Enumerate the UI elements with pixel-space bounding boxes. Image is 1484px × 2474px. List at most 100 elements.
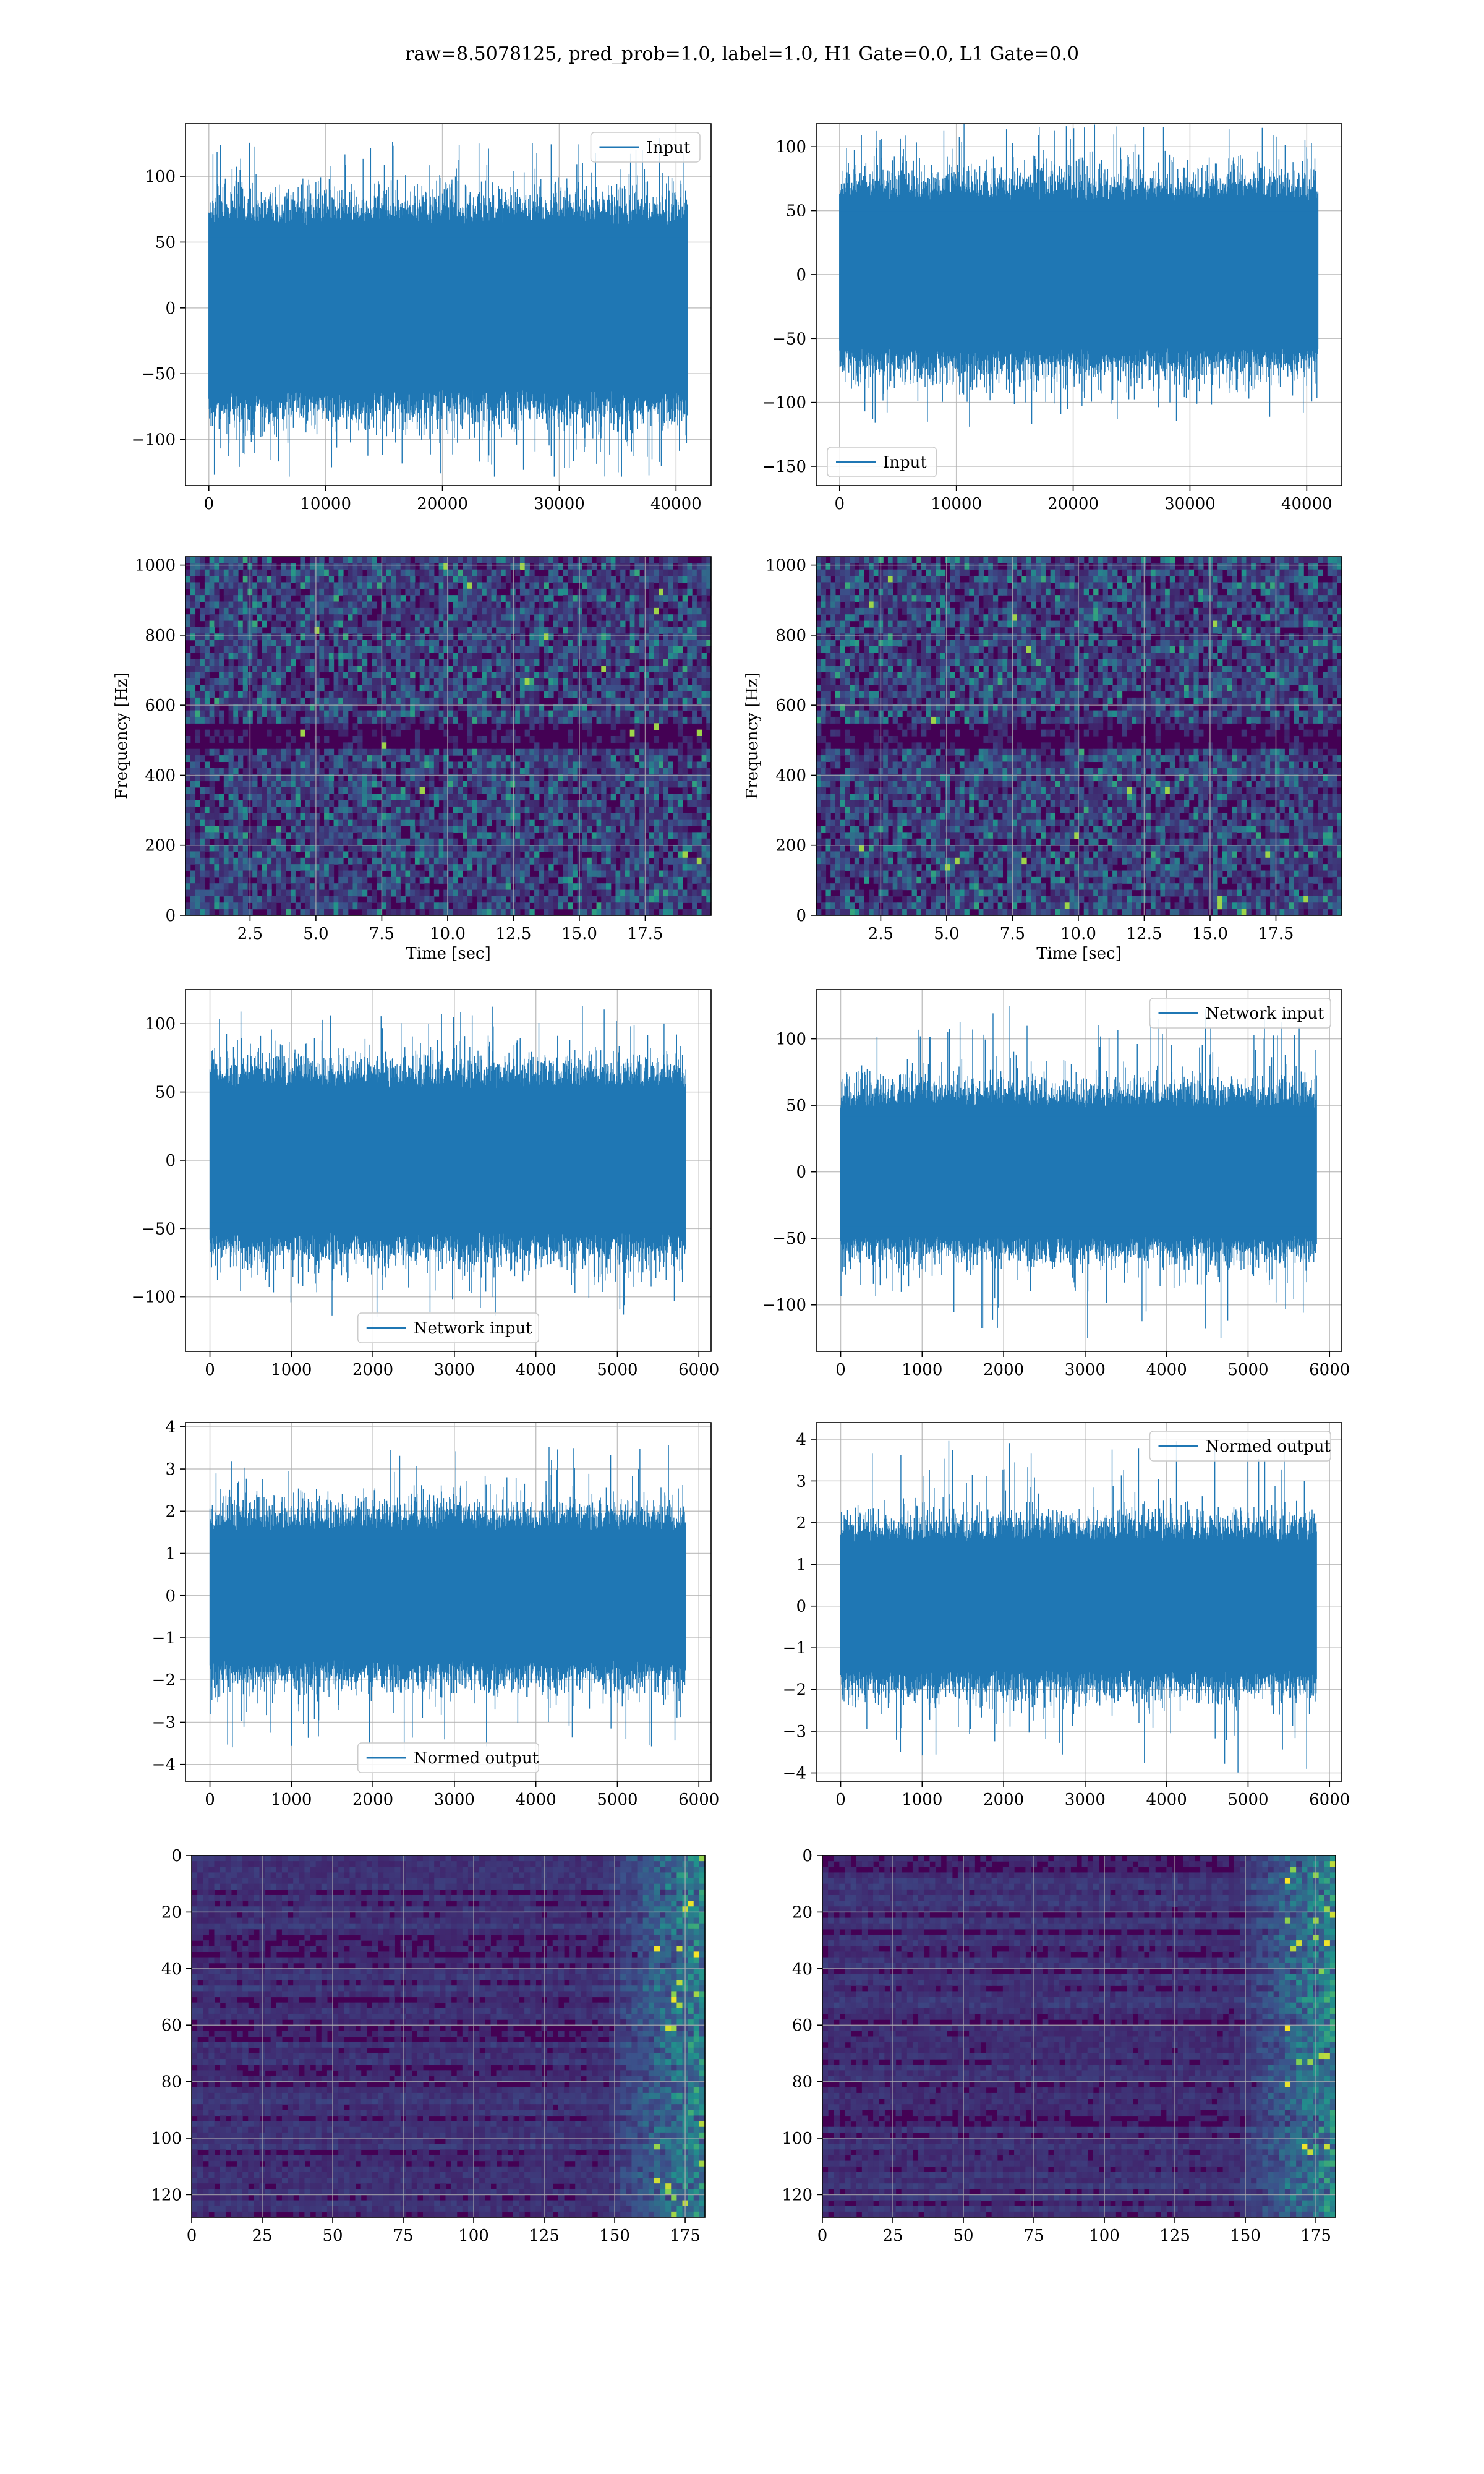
heatmap-cell	[697, 633, 702, 640]
heatmap-cell	[506, 858, 511, 865]
heatmap-cell	[439, 685, 444, 691]
heatmap-cell	[233, 768, 238, 775]
heatmap-cell	[415, 787, 420, 794]
heatmap-cell	[673, 896, 678, 903]
heatmap-cell	[186, 736, 190, 743]
heatmap-cell	[510, 685, 515, 691]
heatmap-cell	[186, 595, 190, 602]
heatmap-cell	[286, 621, 291, 628]
heatmap-cell	[200, 877, 205, 884]
heatmap-cell	[663, 711, 668, 717]
heatmap-cell	[544, 595, 549, 602]
heatmap-cell	[692, 711, 697, 717]
heatmap-cell	[348, 877, 353, 884]
heatmap-cell	[319, 755, 324, 762]
heatmap-cell	[601, 902, 606, 909]
heatmap-cell	[195, 672, 200, 678]
heatmap-cell	[424, 807, 429, 813]
heatmap-cell	[424, 557, 429, 563]
heatmap-cell	[663, 749, 668, 756]
heatmap-cell	[386, 678, 391, 685]
heatmap-cell	[377, 672, 382, 678]
heatmap-cell	[492, 582, 497, 589]
heatmap-cell	[238, 858, 243, 865]
heatmap-cell	[587, 698, 592, 704]
heatmap-cell	[410, 820, 415, 826]
heatmap-cell	[615, 608, 620, 615]
heatmap-cell	[520, 717, 525, 724]
heatmap-cell	[434, 902, 439, 909]
heatmap-cell	[195, 871, 200, 878]
heatmap-cell	[257, 685, 262, 691]
heatmap-cell	[477, 646, 482, 653]
heatmap-cell	[391, 787, 396, 794]
heatmap-cell	[405, 576, 410, 583]
heatmap-cell	[501, 627, 506, 634]
heatmap-cell	[401, 877, 406, 884]
heatmap-cell	[238, 711, 243, 717]
heatmap-cell	[659, 691, 663, 698]
heatmap-cell	[683, 602, 688, 609]
heatmap-cell	[420, 890, 425, 897]
heatmap-cell	[257, 832, 262, 839]
heatmap-cell	[587, 595, 592, 602]
heatmap-cell	[210, 800, 215, 807]
heatmap-cell	[539, 595, 544, 602]
heatmap-cell	[501, 787, 506, 794]
heatmap-cell	[324, 807, 329, 813]
heatmap-cell	[439, 787, 444, 794]
heatmap-cell	[233, 691, 238, 698]
heatmap-cell	[597, 749, 602, 756]
heatmap-cell	[668, 646, 673, 653]
heatmap-cell	[324, 845, 329, 852]
heatmap-cell	[482, 909, 487, 916]
heatmap-cell	[668, 711, 673, 717]
heatmap-cell	[214, 576, 219, 583]
heatmap-cell	[243, 627, 248, 634]
heatmap-cell	[548, 813, 553, 820]
heatmap-cell	[506, 633, 511, 640]
heatmap-cell	[697, 864, 702, 871]
heatmap-cell	[592, 807, 597, 813]
heatmap-cell	[529, 768, 534, 775]
heatmap-cell	[429, 768, 434, 775]
heatmap-cell	[262, 877, 267, 884]
heatmap-cell	[625, 717, 630, 724]
heatmap-cell	[352, 749, 357, 756]
heatmap-cell	[639, 832, 644, 839]
heatmap-cell	[506, 787, 511, 794]
heatmap-cell	[262, 858, 267, 865]
heatmap-cell	[267, 749, 271, 756]
heatmap-cell	[276, 691, 281, 698]
heatmap-cell	[501, 678, 506, 685]
heatmap-cell	[319, 858, 324, 865]
heatmap-cell	[615, 678, 620, 685]
heatmap-cell	[477, 570, 482, 576]
heatmap-cell	[606, 563, 611, 570]
heatmap-cell	[319, 595, 324, 602]
heatmap-cell	[410, 781, 415, 788]
heatmap-cell	[357, 557, 362, 563]
heatmap-cell	[243, 826, 248, 833]
heatmap-cell	[401, 563, 406, 570]
heatmap-cell	[496, 858, 501, 865]
heatmap-cell	[539, 614, 544, 621]
heatmap-cell	[276, 813, 281, 820]
heatmap-cell	[573, 755, 578, 762]
heatmap-cell	[467, 761, 472, 768]
heatmap-cell	[448, 576, 453, 583]
heatmap-cell	[367, 685, 372, 691]
heatmap-cell	[529, 698, 534, 704]
heatmap-cell	[544, 813, 549, 820]
heatmap-cell	[305, 826, 310, 833]
heatmap-cell	[372, 698, 377, 704]
heatmap-cell	[467, 717, 472, 724]
heatmap-cell	[300, 871, 305, 878]
heatmap-cell	[315, 717, 320, 724]
heatmap-cell	[415, 768, 420, 775]
heatmap-cell	[372, 864, 377, 871]
heatmap-cell	[601, 582, 606, 589]
heatmap-cell	[229, 659, 234, 666]
heatmap-cell	[291, 627, 296, 634]
heatmap-cell	[649, 755, 654, 762]
